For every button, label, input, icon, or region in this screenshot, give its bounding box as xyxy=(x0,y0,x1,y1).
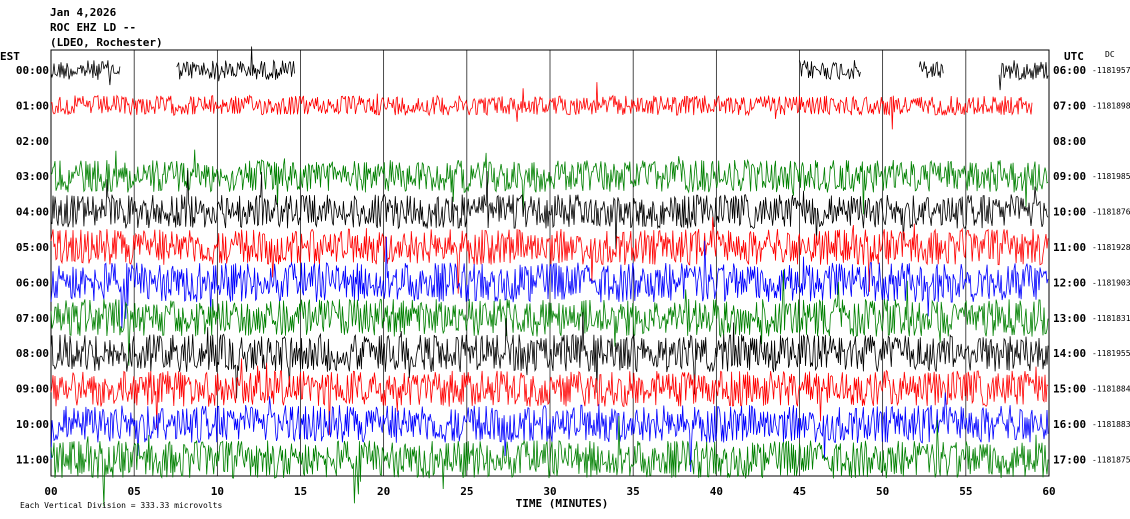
dc-offset-8: -1181955 xyxy=(1092,349,1130,358)
x-tick-25: 25 xyxy=(460,485,473,498)
utc-hour-labels: 06:00 07:00 08:00 09:00 10:00 11:00 12:00 13:00… xyxy=(1053,64,1086,466)
x-tick-15: 15 xyxy=(294,485,307,498)
trace-row-0600 xyxy=(50,236,1049,329)
x-tick-30: 30 xyxy=(543,485,556,498)
utc-hour-1600: 16:00 xyxy=(1053,418,1086,431)
est-hour-0600: 06:00 xyxy=(16,276,49,289)
utc-hour-1400: 14:00 xyxy=(1053,347,1086,360)
x-tick-60: 60 xyxy=(1042,485,1055,498)
x-tick-55: 55 xyxy=(959,485,972,498)
seismic-traces xyxy=(50,46,1049,507)
est-label: EST xyxy=(0,50,20,63)
est-hour-0100: 01:00 xyxy=(16,99,49,112)
est-hour-0300: 03:00 xyxy=(16,170,49,183)
dc-offset-9: -1181884 xyxy=(1092,385,1130,394)
utc-hour-0600: 06:00 xyxy=(1053,64,1086,77)
est-hour-0200: 02:00 xyxy=(16,135,49,148)
utc-hour-1000: 10:00 xyxy=(1053,206,1086,219)
dc-offset-4: -1181876 xyxy=(1092,208,1130,217)
trace-row-1000 xyxy=(50,392,1049,473)
est-hour-1100: 11:00 xyxy=(16,453,49,466)
utc-hour-1500: 15:00 xyxy=(1053,383,1086,396)
x-tick-45: 45 xyxy=(793,485,806,498)
trace-row-0400 xyxy=(50,170,1049,250)
x-tick-40: 40 xyxy=(710,485,723,498)
x-tick-10: 10 xyxy=(211,485,224,498)
trace-row-0300 xyxy=(50,149,1049,215)
dc-offset-7: -1181831 xyxy=(1092,314,1130,323)
dc-offset-6: -1181903 xyxy=(1092,278,1130,287)
dc-label: DC xyxy=(1105,50,1115,59)
est-hour-0700: 07:00 xyxy=(16,312,49,325)
utc-hour-1100: 11:00 xyxy=(1053,241,1086,254)
station-code: ROC EHZ LD -- xyxy=(50,21,136,34)
network-name: (LDEO, Rochester) xyxy=(50,36,163,49)
trace-row-1100 xyxy=(50,415,1049,507)
utc-hour-1700: 17:00 xyxy=(1053,453,1086,466)
est-hour-0000: 00:00 xyxy=(16,64,49,77)
trace-row-0000 xyxy=(50,46,1049,91)
grid-lines xyxy=(133,50,967,476)
trace-row-0700 xyxy=(50,269,1049,366)
record-date: Jan 4,2026 xyxy=(50,6,117,19)
dc-offset-10: -1181883 xyxy=(1092,420,1130,429)
est-hour-0900: 09:00 xyxy=(16,383,49,396)
dc-offset-0: -1181957 xyxy=(1092,66,1130,75)
trace-row-0100 xyxy=(50,82,1033,130)
est-hour-0800: 08:00 xyxy=(16,347,49,360)
trace-row-0800 xyxy=(50,312,1049,399)
utc-hour-0700: 07:00 xyxy=(1053,99,1086,112)
est-hour-labels: 00:00 01:00 02:00 03:00 04:00 05:00 06:00 07:00… xyxy=(16,64,49,466)
utc-hour-0900: 09:00 xyxy=(1053,170,1086,183)
x-tick-35: 35 xyxy=(627,485,640,498)
x-axis-label: TIME (MINUTES) xyxy=(516,497,609,510)
x-axis-ticks: 00 05 10 15 20 25 30 35 40 45 50 55 60 xyxy=(44,485,1055,498)
dc-offset-5: -1181928 xyxy=(1092,243,1130,252)
trace-row-0500 xyxy=(50,216,1049,294)
x-tick-00: 00 xyxy=(44,485,57,498)
utc-hour-1300: 13:00 xyxy=(1053,312,1086,325)
x-tick-50: 50 xyxy=(876,485,889,498)
vertical-scale-note: Each Vertical Division = 333.33 microvol… xyxy=(20,501,222,510)
dc-offset-labels: -1181957 -1181898 -1181985 -1181876 -1181928… xyxy=(1092,66,1130,464)
utc-hour-1200: 12:00 xyxy=(1053,276,1086,289)
x-tick-05: 05 xyxy=(128,485,141,498)
dc-offset-11: -1181875 xyxy=(1092,455,1130,464)
dc-offset-3: -1181985 xyxy=(1092,172,1130,181)
est-hour-1000: 10:00 xyxy=(16,418,49,431)
dc-offset-1: -1181898 xyxy=(1092,101,1130,110)
est-hour-0400: 04:00 xyxy=(16,206,49,219)
utc-label: UTC xyxy=(1064,50,1084,63)
trace-row-0900 xyxy=(50,358,1049,435)
utc-hour-0800: 08:00 xyxy=(1053,135,1086,148)
est-hour-0500: 05:00 xyxy=(16,241,49,254)
x-tick-20: 20 xyxy=(377,485,390,498)
